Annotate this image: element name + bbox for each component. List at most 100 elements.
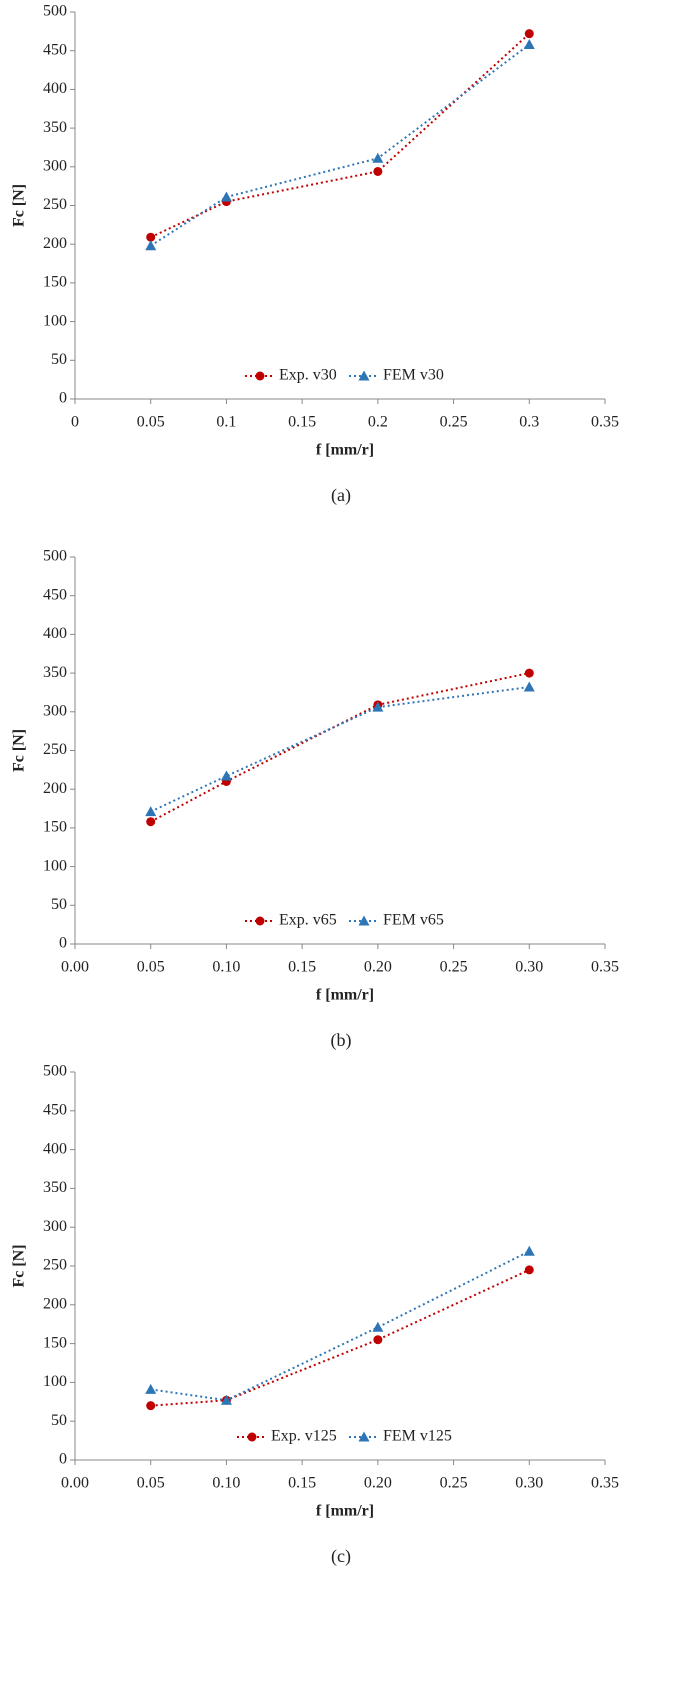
x-axis-label: f [mm/r] (316, 987, 374, 1004)
x-tick-label: 0.30 (515, 959, 543, 976)
y-tick-label: 500 (43, 548, 67, 565)
point (145, 240, 157, 251)
legend-label: FEM v30 (383, 367, 444, 384)
y-tick-label: 150 (43, 274, 67, 291)
x-tick-label: 0.05 (137, 414, 165, 431)
point (524, 29, 534, 39)
y-tick-label: 400 (43, 80, 67, 97)
series-line (150, 43, 530, 247)
y-tick-label: 50 (51, 896, 67, 913)
point (145, 1383, 157, 1394)
point (524, 668, 534, 678)
x-tick-label: 0.15 (288, 959, 316, 976)
y-tick-label: 150 (43, 1334, 67, 1351)
y-tick-label: 200 (43, 1295, 67, 1312)
x-tick-label: 0.2 (368, 414, 388, 431)
y-tick-label: 450 (43, 41, 67, 58)
caption: (c) (331, 1546, 351, 1567)
x-tick-label: 0.05 (137, 959, 165, 976)
y-tick-label: 250 (43, 196, 67, 213)
y-axis-label: Fc [N] (11, 729, 28, 772)
y-tick-label: 0 (59, 390, 67, 407)
y-tick-label: 400 (43, 625, 67, 642)
legend-label: FEM v125 (383, 1428, 452, 1445)
x-tick-label: 0.20 (364, 1475, 392, 1492)
x-tick-label: 0.25 (440, 414, 468, 431)
y-tick-label: 150 (43, 819, 67, 836)
point (372, 701, 384, 712)
caption: (b) (331, 1030, 352, 1051)
point (358, 1431, 370, 1442)
y-tick-label: 300 (43, 157, 67, 174)
y-tick-label: 300 (43, 1218, 67, 1235)
y-tick-label: 350 (43, 119, 67, 136)
series-line (150, 32, 530, 239)
series-line (150, 1250, 530, 1402)
y-axis-label: Fc [N] (11, 184, 28, 227)
y-tick-label: 450 (43, 586, 67, 603)
point (247, 1432, 257, 1442)
series-line (150, 686, 530, 813)
x-tick-label: 0.35 (591, 1475, 619, 1492)
point (146, 817, 156, 827)
series-line (150, 1268, 530, 1407)
x-tick-label: 0.1 (216, 414, 236, 431)
y-tick-label: 500 (43, 1063, 67, 1080)
caption: (a) (331, 485, 351, 506)
x-axis-label: f [mm/r] (316, 1503, 374, 1520)
x-tick-label: 0.10 (212, 959, 240, 976)
y-tick-label: 350 (43, 1179, 67, 1196)
y-tick-label: 50 (51, 351, 67, 368)
point (255, 916, 265, 926)
y-tick-label: 100 (43, 312, 67, 329)
point (220, 1394, 232, 1405)
x-tick-label: 0.10 (212, 1475, 240, 1492)
x-tick-label: 0.00 (61, 959, 89, 976)
y-tick-label: 200 (43, 780, 67, 797)
y-tick-label: 50 (51, 1412, 67, 1429)
y-tick-label: 250 (43, 1257, 67, 1274)
x-tick-label: 0 (71, 414, 79, 431)
legend-label: Exp. v65 (279, 912, 337, 929)
point (220, 770, 232, 781)
x-tick-label: 0.30 (515, 1475, 543, 1492)
x-tick-label: 0.35 (591, 959, 619, 976)
x-tick-label: 0.35 (591, 414, 619, 431)
point (523, 1245, 535, 1256)
x-tick-label: 0.00 (61, 1475, 89, 1492)
x-tick-label: 0.25 (440, 959, 468, 976)
legend-label: Exp. v30 (279, 367, 337, 384)
x-tick-label: 0.25 (440, 1475, 468, 1492)
point (358, 915, 370, 926)
x-tick-label: 0.15 (288, 1475, 316, 1492)
point (146, 232, 156, 242)
point (220, 191, 232, 202)
y-tick-label: 500 (43, 3, 67, 20)
y-tick-label: 200 (43, 235, 67, 252)
y-tick-label: 450 (43, 1101, 67, 1118)
point (523, 39, 535, 50)
legend-label: FEM v65 (383, 912, 444, 929)
point (373, 1335, 383, 1345)
point (146, 1401, 156, 1411)
y-tick-label: 300 (43, 702, 67, 719)
y-tick-label: 400 (43, 1140, 67, 1157)
x-tick-label: 0.20 (364, 959, 392, 976)
point (372, 152, 384, 163)
x-axis-label: f [mm/r] (316, 442, 374, 459)
y-tick-label: 350 (43, 664, 67, 681)
point (524, 1265, 534, 1275)
point (523, 681, 535, 692)
point (358, 370, 370, 381)
x-tick-label: 0.3 (519, 414, 539, 431)
point (372, 1321, 384, 1332)
y-tick-label: 250 (43, 741, 67, 758)
point (255, 371, 265, 381)
x-tick-label: 0.05 (137, 1475, 165, 1492)
y-axis-label: Fc [N] (11, 1244, 28, 1287)
point (145, 806, 157, 817)
y-tick-label: 0 (59, 935, 67, 952)
y-tick-label: 0 (59, 1451, 67, 1468)
